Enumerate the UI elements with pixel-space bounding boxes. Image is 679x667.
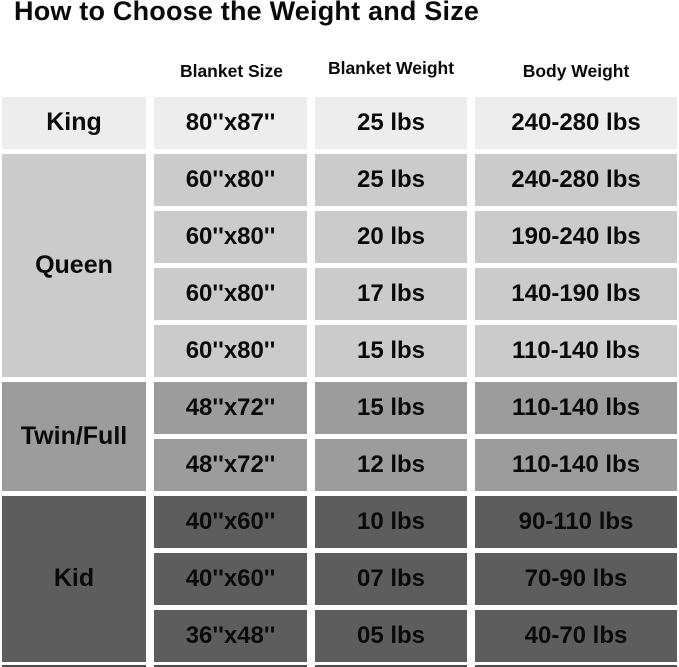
cell-blanket-size: 60''x80'' bbox=[154, 325, 307, 377]
cropped-next-row-sliver bbox=[475, 665, 677, 667]
cell-blanket-size: 60''x80'' bbox=[154, 268, 307, 320]
cell-blanket-weight: 15 lbs bbox=[315, 325, 467, 377]
cell-body-weight: 110-140 lbs bbox=[475, 382, 677, 434]
size-weight-table: King 80''x87'' 25 lbs 240-280 lbs Queen … bbox=[2, 97, 677, 662]
col-header-blanket-size: Blanket Size bbox=[179, 60, 284, 81]
row-group-label-kid: Kid bbox=[2, 496, 146, 662]
cell-blanket-size: 60''x80'' bbox=[154, 211, 307, 263]
col-header-body-weight: Body Weight bbox=[522, 60, 630, 81]
page-title: How to Choose the Weight and Size bbox=[14, 0, 480, 26]
cell-blanket-weight: 07 lbs bbox=[315, 553, 467, 605]
cell-blanket-weight: 17 lbs bbox=[315, 268, 467, 320]
cell-blanket-size: 36''x48'' bbox=[154, 610, 307, 662]
col-header-blanket-weight: Blanket Weight bbox=[327, 57, 455, 78]
cell-blanket-size: 80''x87'' bbox=[154, 97, 307, 149]
cell-blanket-size: 40''x60'' bbox=[154, 496, 307, 548]
cell-body-weight: 70-90 lbs bbox=[475, 553, 677, 605]
cell-body-weight: 40-70 lbs bbox=[475, 610, 677, 662]
cell-blanket-size: 40''x60'' bbox=[154, 553, 307, 605]
cell-body-weight: 240-280 lbs bbox=[475, 154, 677, 206]
cell-body-weight: 140-190 lbs bbox=[475, 268, 677, 320]
row-group-label-queen: Queen bbox=[2, 154, 146, 377]
cropped-next-row-sliver bbox=[2, 665, 146, 667]
cell-blanket-weight: 25 lbs bbox=[315, 97, 467, 149]
cell-blanket-weight: 12 lbs bbox=[315, 439, 467, 491]
cell-body-weight: 190-240 lbs bbox=[475, 211, 677, 263]
cell-blanket-weight: 15 lbs bbox=[315, 382, 467, 434]
row-group-label-king: King bbox=[2, 97, 146, 149]
cropped-next-row-sliver bbox=[154, 665, 307, 667]
cell-blanket-weight: 20 lbs bbox=[315, 211, 467, 263]
cell-blanket-weight: 25 lbs bbox=[315, 154, 467, 206]
cell-blanket-weight: 05 lbs bbox=[315, 610, 467, 662]
cell-body-weight: 110-140 lbs bbox=[475, 325, 677, 377]
cell-body-weight: 90-110 lbs bbox=[475, 496, 677, 548]
cell-blanket-size: 48''x72'' bbox=[154, 439, 307, 491]
cropped-next-row-sliver bbox=[315, 665, 467, 667]
cell-blanket-weight: 10 lbs bbox=[315, 496, 467, 548]
row-group-label-twin-full: Twin/Full bbox=[2, 382, 146, 491]
column-headers: Blanket Size Blanket Weight Body Weight bbox=[2, 55, 677, 87]
cell-blanket-size: 60''x80'' bbox=[154, 154, 307, 206]
cell-body-weight: 240-280 lbs bbox=[475, 97, 677, 149]
cell-blanket-size: 48''x72'' bbox=[154, 382, 307, 434]
cell-body-weight: 110-140 lbs bbox=[475, 439, 677, 491]
